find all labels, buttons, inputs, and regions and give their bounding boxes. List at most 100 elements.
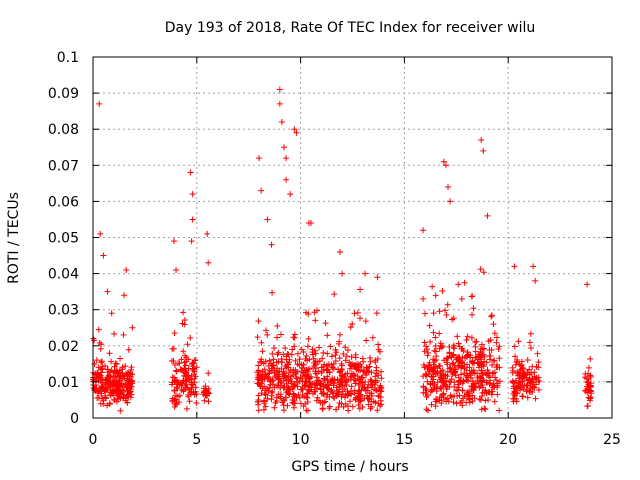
data-point [273, 397, 280, 404]
data-point [473, 380, 480, 387]
data-point [106, 373, 113, 380]
data-point [294, 350, 301, 357]
data-point [332, 346, 339, 353]
data-point [169, 395, 176, 402]
data-point [422, 372, 429, 379]
data-point [491, 330, 498, 337]
data-point [512, 361, 519, 368]
data-point [587, 373, 594, 380]
data-point [290, 334, 297, 341]
data-point [455, 374, 462, 381]
data-point [469, 293, 476, 300]
data-point [465, 351, 472, 358]
data-point [463, 399, 470, 406]
data-point [520, 371, 527, 378]
data-point [98, 358, 105, 365]
data-point [480, 269, 487, 276]
data-point [315, 397, 322, 404]
data-point [274, 351, 281, 358]
data-point [333, 406, 340, 413]
data-point [436, 363, 443, 370]
data-point [190, 366, 197, 373]
data-point [369, 334, 376, 341]
data-point [459, 354, 466, 361]
data-point [278, 118, 285, 125]
data-point [256, 374, 263, 381]
data-point [124, 399, 131, 406]
data-point [487, 352, 494, 359]
data-point [193, 364, 200, 371]
data-point [97, 230, 104, 237]
data-point [465, 374, 472, 381]
data-point [514, 390, 521, 397]
data-point [364, 385, 371, 392]
data-point [285, 351, 292, 358]
data-point [255, 397, 262, 404]
data-point [492, 374, 499, 381]
data-point [352, 380, 359, 387]
data-point [509, 369, 516, 376]
data-point [173, 367, 180, 374]
data-point [477, 266, 484, 273]
data-point [304, 407, 311, 414]
data-point [366, 396, 373, 403]
data-point [312, 350, 319, 357]
data-point [305, 335, 312, 342]
data-point [344, 347, 351, 354]
data-point [171, 361, 178, 368]
data-point [454, 333, 461, 340]
data-point [200, 391, 207, 398]
data-point [433, 385, 440, 392]
data-point [366, 389, 373, 396]
data-point [473, 338, 480, 345]
data-point [437, 368, 444, 375]
data-point [519, 365, 526, 372]
y-tick-labels: 0 0.01 0.02 0.03 0.04 0.05 0.06 0.07 0.08 0.09 0.1 [48, 50, 79, 427]
data-point [430, 310, 437, 317]
data-point [288, 380, 295, 387]
data-point [510, 385, 517, 392]
data-point [337, 378, 344, 385]
data-point [261, 397, 268, 404]
data-point [294, 361, 301, 368]
data-point [421, 339, 428, 346]
data-point [490, 321, 497, 328]
data-point [268, 365, 275, 372]
data-point [469, 311, 476, 318]
data-point [342, 344, 349, 351]
data-point [301, 381, 308, 388]
data-point [528, 369, 535, 376]
data-point [480, 377, 487, 384]
data-point [97, 400, 104, 407]
data-point [276, 86, 283, 93]
data-point [332, 352, 339, 359]
data-point [344, 388, 351, 395]
y-tick-label: 0.01 [48, 375, 79, 391]
data-point [493, 339, 500, 346]
data-point [299, 392, 306, 399]
data-point [192, 357, 199, 364]
x-tick-label: 0 [89, 432, 98, 448]
data-point [128, 366, 135, 373]
data-point [477, 396, 484, 403]
data-point [181, 370, 188, 377]
data-point [186, 398, 193, 405]
data-point [303, 394, 310, 401]
data-point [91, 384, 98, 391]
data-point [444, 373, 451, 380]
data-point [496, 407, 503, 414]
data-point [367, 376, 374, 383]
data-point [446, 349, 453, 356]
data-point [444, 183, 451, 190]
data-point [373, 364, 380, 371]
y-tick-label: 0.1 [57, 50, 79, 66]
data-point [296, 394, 303, 401]
data-point [450, 342, 457, 349]
data-point [459, 387, 466, 394]
data-point [374, 355, 381, 362]
data-point [363, 372, 370, 379]
data-point [428, 401, 435, 408]
data-point [96, 339, 103, 346]
data-point [127, 394, 134, 401]
data-point [172, 396, 179, 403]
